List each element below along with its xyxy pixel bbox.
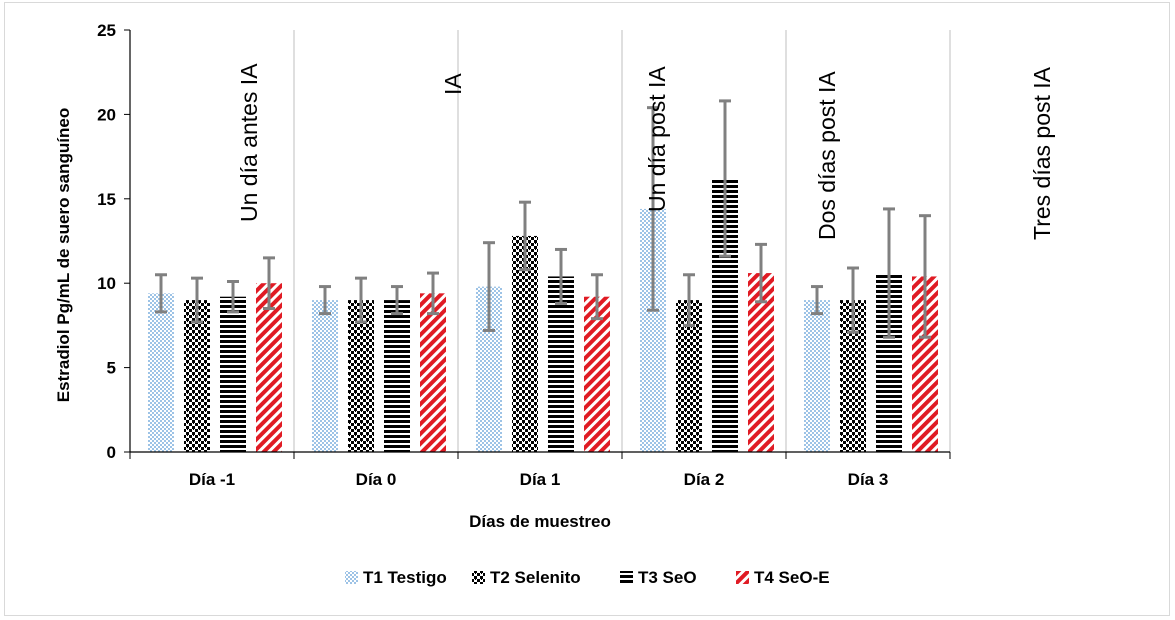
- y-tick-label: 15: [97, 190, 116, 209]
- bar-diagonal: [256, 283, 282, 452]
- bars-layer: [148, 178, 938, 452]
- legend-label: T2 Selenito: [490, 568, 581, 587]
- x-tick-label: Día -1: [189, 470, 235, 489]
- legend-swatch-checker: [472, 571, 485, 584]
- annotation-label: Tres días post IA: [1029, 66, 1055, 240]
- x-tick-label: Día 1: [520, 470, 561, 489]
- annotation-label: IA: [440, 73, 466, 95]
- y-tick-label: 20: [97, 105, 116, 124]
- category-separators: [293, 30, 951, 452]
- y-tick-label: 0: [107, 443, 116, 462]
- x-tick-label: Día 0: [356, 470, 397, 489]
- legend-swatch-horizontal: [620, 571, 633, 584]
- bar-horizontal: [548, 276, 574, 452]
- y-tick-label: 5: [107, 359, 116, 378]
- legend-label: T4 SeO-E: [754, 568, 830, 587]
- legend-label: T3 SeO: [638, 568, 697, 587]
- bar-dots: [312, 300, 338, 452]
- annotations-layer: Un día antes IA IA Un día post IA Dos días …: [236, 63, 1055, 240]
- bar-checker: [348, 300, 374, 452]
- y-tick-label: 25: [97, 21, 116, 40]
- annotation-label: Un día post IA: [644, 66, 670, 212]
- x-tick-label: Día 2: [684, 470, 725, 489]
- axes-layer: 0 5 10 15 20 25 Día -1 Día 0 Día 1 Día 2 Día 3: [97, 21, 951, 489]
- legend-label: T1 Testigo: [363, 568, 447, 587]
- x-tick-label: Día 3: [848, 470, 889, 489]
- y-axis-title: Estradiol Pg/mL de suero sanguíneo: [54, 108, 73, 402]
- error-bars-layer: [155, 99, 931, 339]
- bar-diagonal: [420, 293, 446, 452]
- bar-diagonal: [584, 296, 610, 452]
- legend: T1 Testigo T2 Selenito T3 SeO T4 SeO-E: [345, 568, 830, 587]
- bar-checker: [512, 235, 538, 452]
- bar-horizontal: [384, 300, 410, 452]
- x-axis-title: Días de muestreo: [469, 512, 611, 531]
- bar-dots: [148, 293, 174, 452]
- legend-swatch-dots: [345, 571, 358, 584]
- bar-dots: [804, 300, 830, 452]
- bar-horizontal: [220, 296, 246, 452]
- y-tick-label: 10: [97, 274, 116, 293]
- annotation-label: Un día antes IA: [236, 63, 262, 222]
- legend-swatch-diagonal: [736, 571, 749, 584]
- bar-checker: [184, 300, 210, 452]
- annotation-label: Dos días post IA: [814, 71, 840, 240]
